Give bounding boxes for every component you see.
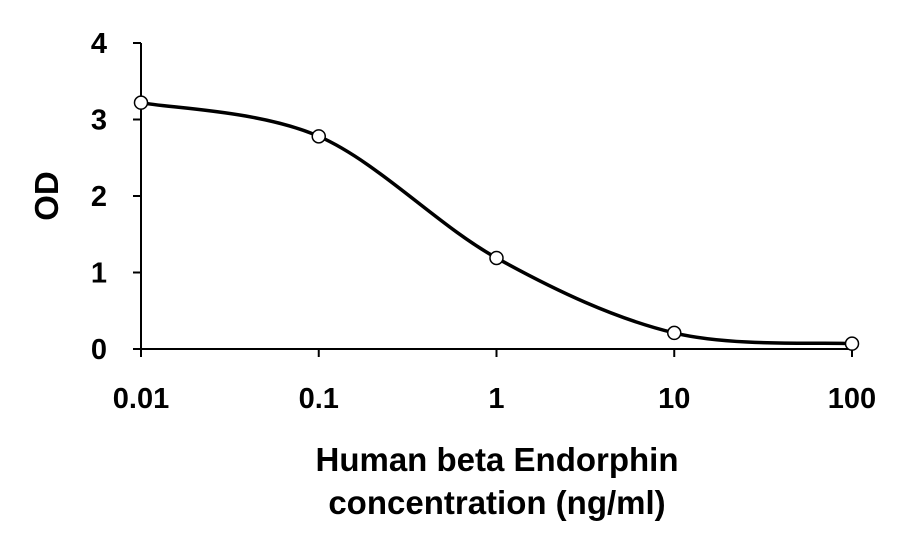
data-points	[133, 95, 860, 351]
x-tick-label: 10	[658, 383, 690, 415]
series-line	[139, 100, 854, 346]
y-ticks: 0 1 2 3 4	[91, 28, 141, 366]
data-point	[489, 250, 504, 266]
y-tick-label: 3	[91, 105, 107, 137]
x-tick-label: 100	[828, 383, 876, 415]
y-tick-label: 4	[91, 28, 107, 60]
x-ticks: 0.01 0.1 1 10 100	[113, 349, 876, 415]
y-tick-label: 2	[91, 181, 107, 213]
x-tick-label: 0.1	[299, 383, 339, 415]
data-point	[311, 129, 326, 144]
y-tick-label: 0	[91, 334, 107, 366]
data-point	[667, 325, 682, 341]
x-axis-title-line2: concentration (ng/ml)	[328, 484, 665, 521]
x-tick-label: 0.01	[113, 383, 169, 415]
x-tick-label: 1	[488, 383, 504, 415]
data-point	[844, 336, 860, 351]
data-point	[133, 95, 149, 110]
y-tick-label: 1	[91, 258, 107, 290]
x-axis-title-line1: Human beta Endorphin	[316, 441, 679, 478]
y-axis-title: OD	[28, 171, 65, 221]
